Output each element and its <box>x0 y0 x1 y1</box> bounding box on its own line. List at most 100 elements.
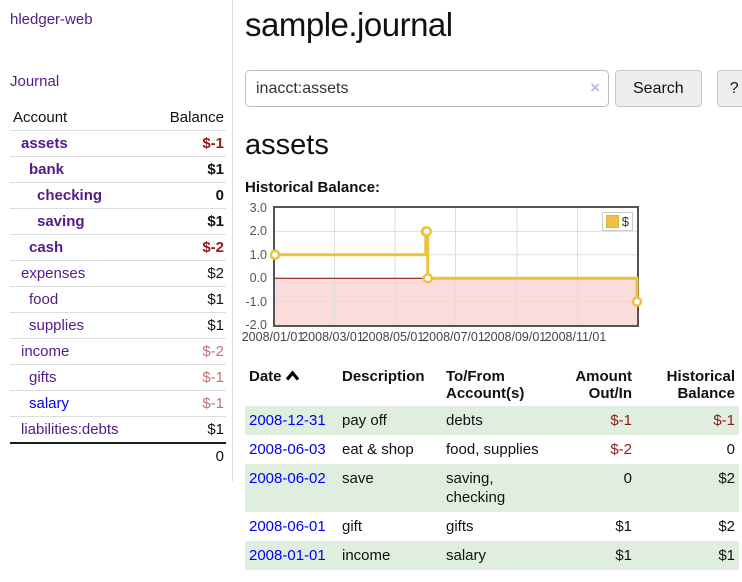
account-row: liabilities:debts $1 <box>10 416 226 443</box>
transaction-balance: $2 <box>718 470 735 487</box>
account-row: income $-2 <box>10 338 226 365</box>
account-balance: $-2 <box>149 234 226 261</box>
account-balance: $1 <box>149 312 226 339</box>
transaction-amount: $1 <box>615 547 632 564</box>
transaction-balance: 0 <box>726 441 735 458</box>
account-row: expenses $2 <box>10 260 226 287</box>
brand-link[interactable]: hledger-web <box>10 11 93 28</box>
account-row: saving $1 <box>10 208 226 235</box>
register-table: Date Description To/From Account(s) Amou… <box>245 364 739 570</box>
sidebar: hledger-web Journal Account Balance asse… <box>0 0 233 481</box>
y-tick-label: 0.0 <box>249 271 267 286</box>
transaction-balance: $2 <box>718 518 735 535</box>
y-tick-label: -2.0 <box>245 318 267 332</box>
search-button[interactable]: Search <box>615 70 702 107</box>
accounts-total-value: 0 <box>149 442 226 469</box>
nav-journal-link[interactable]: Journal <box>10 73 60 90</box>
account-link-supplies[interactable]: supplies <box>29 317 85 334</box>
account-row: food $1 <box>10 286 226 313</box>
balance-step-line <box>269 208 643 325</box>
account-link-gifts[interactable]: gifts <box>29 369 57 386</box>
account-link-food[interactable]: food <box>29 291 59 308</box>
transaction-date-link[interactable]: 2008-06-01 <box>249 518 326 535</box>
transaction-amount: $-2 <box>610 441 632 458</box>
transaction-accounts: saving, checking <box>446 470 506 506</box>
search-input[interactable] <box>245 70 609 107</box>
account-balance: $1 <box>149 416 226 443</box>
register-col-balance: Historical Balance <box>666 368 735 402</box>
x-tick-label: 2008/09/01 <box>483 330 547 344</box>
transaction-description: gift <box>342 518 363 535</box>
transaction-balance: $1 <box>718 547 735 564</box>
transaction-accounts: gifts <box>446 518 474 535</box>
accounts-header-row: Account Balance <box>10 105 226 131</box>
y-tick-label: -1.0 <box>245 294 267 309</box>
y-tick-label: 2.0 <box>249 224 267 239</box>
transaction-description: eat & shop <box>342 441 414 458</box>
account-link-liabilities-debts[interactable]: liabilities:debts <box>21 421 119 438</box>
account-link-income[interactable]: income <box>21 343 70 360</box>
y-tick-label: 3.0 <box>249 201 267 215</box>
account-balance: 0 <box>149 182 226 209</box>
register-row: 2008-06-03 eat & shop food, supplies $-2… <box>245 435 739 464</box>
register-col-date-label: Date <box>249 368 282 385</box>
account-link-expenses[interactable]: expenses <box>21 265 86 282</box>
transaction-date-link[interactable]: 2008-01-01 <box>249 547 326 564</box>
register-header-row: Date Description To/From Account(s) Amou… <box>245 364 739 406</box>
transaction-balance: $-1 <box>713 412 735 429</box>
y-axis-labels: 3.0 2.0 1.0 0.0 -1.0 -2.0 <box>245 201 269 332</box>
legend-label: $ <box>621 214 629 229</box>
x-axis-labels: 2008/01/01 2008/03/01 2008/05/01 2008/07/01… <box>242 330 665 347</box>
account-balance: $-1 <box>149 390 226 417</box>
register-col-accounts: To/From Account(s) <box>446 368 525 402</box>
account-link-saving[interactable]: saving <box>37 213 85 230</box>
x-tick-label: 2008/11/01 <box>544 330 607 344</box>
account-balance: $1 <box>149 156 226 183</box>
page-title: sample.journal <box>245 6 453 43</box>
account-balance: $-2 <box>149 338 226 365</box>
account-balance: $-1 <box>149 130 226 157</box>
search-form: × Search ? <box>245 70 742 107</box>
register-row: 2008-12-31 pay off debts $-1 $-1 <box>245 406 739 435</box>
main-content: sample.journal × Search ? assets Histori… <box>233 0 742 570</box>
register-col-date[interactable]: Date <box>245 364 342 406</box>
account-link-checking[interactable]: checking <box>37 187 103 204</box>
register-col-amount: Amount Out/In <box>575 368 632 402</box>
transaction-date-link[interactable]: 2008-06-03 <box>249 441 326 458</box>
transaction-date-link[interactable]: 2008-06-02 <box>249 470 326 487</box>
clear-search-icon[interactable]: × <box>590 78 600 97</box>
register-row: 2008-01-01 income salary $1 $1 <box>245 541 739 570</box>
accounts-total-spacer <box>10 442 150 469</box>
transaction-accounts: debts <box>446 412 483 429</box>
transaction-accounts: salary <box>446 547 487 564</box>
transaction-description: pay off <box>342 412 387 429</box>
account-link-cash[interactable]: cash <box>29 239 64 256</box>
transaction-accounts: food, supplies <box>446 441 539 458</box>
transaction-date-link[interactable]: 2008-12-31 <box>249 412 326 429</box>
account-row: salary $-1 <box>10 390 226 417</box>
account-heading: assets <box>245 129 329 161</box>
chart-title: Historical Balance: <box>245 179 381 196</box>
search-input-wrap: × <box>245 70 609 107</box>
y-tick-label: 1.0 <box>249 247 267 262</box>
accounts-col-balance: Balance <box>169 109 224 126</box>
transaction-amount: 0 <box>623 470 632 487</box>
x-tick-label: 2008/01/01 <box>241 330 305 344</box>
account-link-bank[interactable]: bank <box>29 161 65 178</box>
transaction-amount: $-1 <box>610 412 632 429</box>
account-link-assets[interactable]: assets <box>21 135 68 152</box>
accounts-total-row: 0 <box>10 442 226 469</box>
help-button[interactable]: ? <box>716 70 742 107</box>
account-row: checking 0 <box>10 182 226 209</box>
transaction-description: income <box>342 547 391 564</box>
register-row: 2008-06-02 save saving, checking 0 $2 <box>245 464 739 512</box>
plot-area[interactable]: $ <box>269 206 643 327</box>
account-row: supplies $1 <box>10 312 226 339</box>
account-row: assets $-1 <box>10 130 226 157</box>
account-row: cash $-2 <box>10 234 226 261</box>
account-link-salary[interactable]: salary <box>29 395 70 412</box>
transaction-amount: $1 <box>615 518 632 535</box>
historical-balance-chart: 3.0 2.0 1.0 0.0 -1.0 -2.0 $ 2008/01/01 2008/03… <box>242 201 665 347</box>
account-balance: $1 <box>149 208 226 235</box>
x-tick-label: 2008/05/01 <box>361 330 425 344</box>
